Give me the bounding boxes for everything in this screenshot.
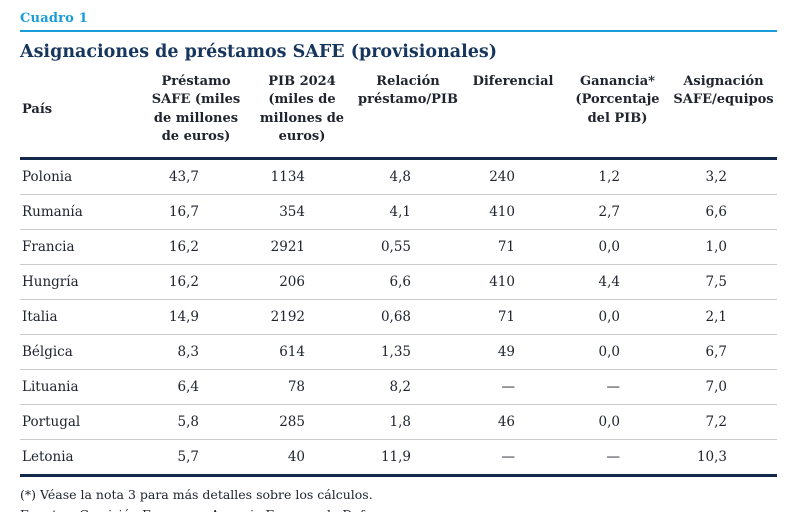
cell-value: 2,1 [670, 299, 777, 335]
column-header-ganancia: Ganancia* (Porcentaje del PIB) [565, 66, 670, 160]
cell-value: 2192 [249, 299, 355, 335]
cell-value: 40 [249, 439, 355, 477]
cell-value: 6,6 [670, 194, 777, 230]
safe-allocations-table: País Préstamo SAFE (miles de millones de… [20, 66, 777, 477]
table-header: País Préstamo SAFE (miles de millones de… [20, 66, 777, 160]
column-header-prestamo-safe: Préstamo SAFE (miles de millones de euro… [143, 66, 249, 160]
cell-value: 8,2 [355, 369, 461, 405]
cell-country: Letonia [20, 439, 143, 477]
cell-value: — [461, 369, 565, 405]
table-row-polonia: Polonia 43,7 1134 4,8 240 1,2 3,2 [20, 158, 777, 195]
cell-value: 240 [461, 158, 565, 195]
table-row-rumania: Rumanía 16,7 354 4,1 410 2,7 6,6 [20, 194, 777, 230]
cell-value: 285 [249, 404, 355, 440]
cell-value: 206 [249, 264, 355, 300]
cell-value: 1134 [249, 158, 355, 195]
cell-value: 16,2 [143, 264, 249, 300]
accent-rule [20, 30, 777, 32]
cell-value: 1,8 [355, 404, 461, 440]
cell-value: 4,4 [565, 264, 670, 300]
cell-country: Polonia [20, 158, 143, 195]
cell-value: 0,68 [355, 299, 461, 335]
cell-value: 6,6 [355, 264, 461, 300]
cell-value: 0,0 [565, 334, 670, 370]
cell-value: 11,9 [355, 439, 461, 477]
cell-value: 1,0 [670, 229, 777, 265]
table-row-hungria: Hungría 16,2 206 6,6 410 4,4 7,5 [20, 264, 777, 300]
column-header-relacion: Relación préstamo/PIB [355, 66, 461, 160]
column-header-pib-2024: PIB 2024 (miles de millones de euros) [249, 66, 355, 160]
column-header-pais: País [20, 66, 143, 160]
cell-value: 3,2 [670, 158, 777, 195]
cell-value: 71 [461, 299, 565, 335]
cell-value: 43,7 [143, 158, 249, 195]
cell-value: 8,3 [143, 334, 249, 370]
table-body: Polonia 43,7 1134 4,8 240 1,2 3,2 Rumaní… [20, 158, 777, 477]
cell-country: Portugal [20, 404, 143, 440]
cell-value: 46 [461, 404, 565, 440]
cell-value: — [461, 439, 565, 477]
cell-country: Francia [20, 229, 143, 265]
cell-value: 16,7 [143, 194, 249, 230]
sources-line: Fuentes: Comisión Europea y Agencia Euro… [20, 505, 777, 512]
cell-country: Italia [20, 299, 143, 335]
table-row-lituania: Lituania 6,4 78 8,2 — — 7,0 [20, 369, 777, 405]
cell-value: 0,55 [355, 229, 461, 265]
cell-country: Hungría [20, 264, 143, 300]
cell-value: 7,2 [670, 404, 777, 440]
cell-value: 0,0 [565, 299, 670, 335]
cell-value: 1,2 [565, 158, 670, 195]
cell-value: 71 [461, 229, 565, 265]
cell-value: 16,2 [143, 229, 249, 265]
cell-value: 354 [249, 194, 355, 230]
cell-value: 4,8 [355, 158, 461, 195]
cell-country: Rumanía [20, 194, 143, 230]
table-number-label: Cuadro 1 [20, 11, 89, 26]
cell-value: 410 [461, 194, 565, 230]
cell-country: Bélgica [20, 334, 143, 370]
table-row-portugal: Portugal 5,8 285 1,8 46 0,0 7,2 [20, 404, 777, 440]
cell-country: Lituania [20, 369, 143, 405]
column-header-diferencial: Diferencial [461, 66, 565, 160]
table-row-italia: Italia 14,9 2192 0,68 71 0,0 2,1 [20, 299, 777, 335]
cell-value: 78 [249, 369, 355, 405]
table-row-letonia: Letonia 5,7 40 11,9 — — 10,3 [20, 439, 777, 477]
cell-value: — [565, 369, 670, 405]
cell-value: 7,0 [670, 369, 777, 405]
cell-value: 5,7 [143, 439, 249, 477]
cell-value: 7,5 [670, 264, 777, 300]
column-header-asignacion: Asignación SAFE/equipos [670, 66, 777, 160]
cell-value: 0,0 [565, 404, 670, 440]
footnote-asterisk: (*) Véase la nota 3 para más detalles so… [20, 486, 373, 502]
cell-value: 2,7 [565, 194, 670, 230]
cell-value: 49 [461, 334, 565, 370]
cell-value: 1,35 [355, 334, 461, 370]
cell-value: 14,9 [143, 299, 249, 335]
table-row-belgica: Bélgica 8,3 614 1,35 49 0,0 6,7 [20, 334, 777, 370]
cell-value: 6,7 [670, 334, 777, 370]
cell-value: 2921 [249, 229, 355, 265]
cell-value: — [565, 439, 670, 477]
cell-value: 4,1 [355, 194, 461, 230]
cell-value: 6,4 [143, 369, 249, 405]
cell-value: 5,8 [143, 404, 249, 440]
footnotes: (*) Véase la nota 3 para más detalles so… [20, 485, 777, 512]
cell-value: 410 [461, 264, 565, 300]
cell-value: 0,0 [565, 229, 670, 265]
cell-value: 614 [249, 334, 355, 370]
table-row-francia: Francia 16,2 2921 0,55 71 0,0 1,0 [20, 229, 777, 265]
cell-value: 10,3 [670, 439, 777, 477]
table-title: Asignaciones de préstamos SAFE (provisio… [20, 42, 498, 62]
header-row: País Préstamo SAFE (miles de millones de… [20, 66, 777, 160]
